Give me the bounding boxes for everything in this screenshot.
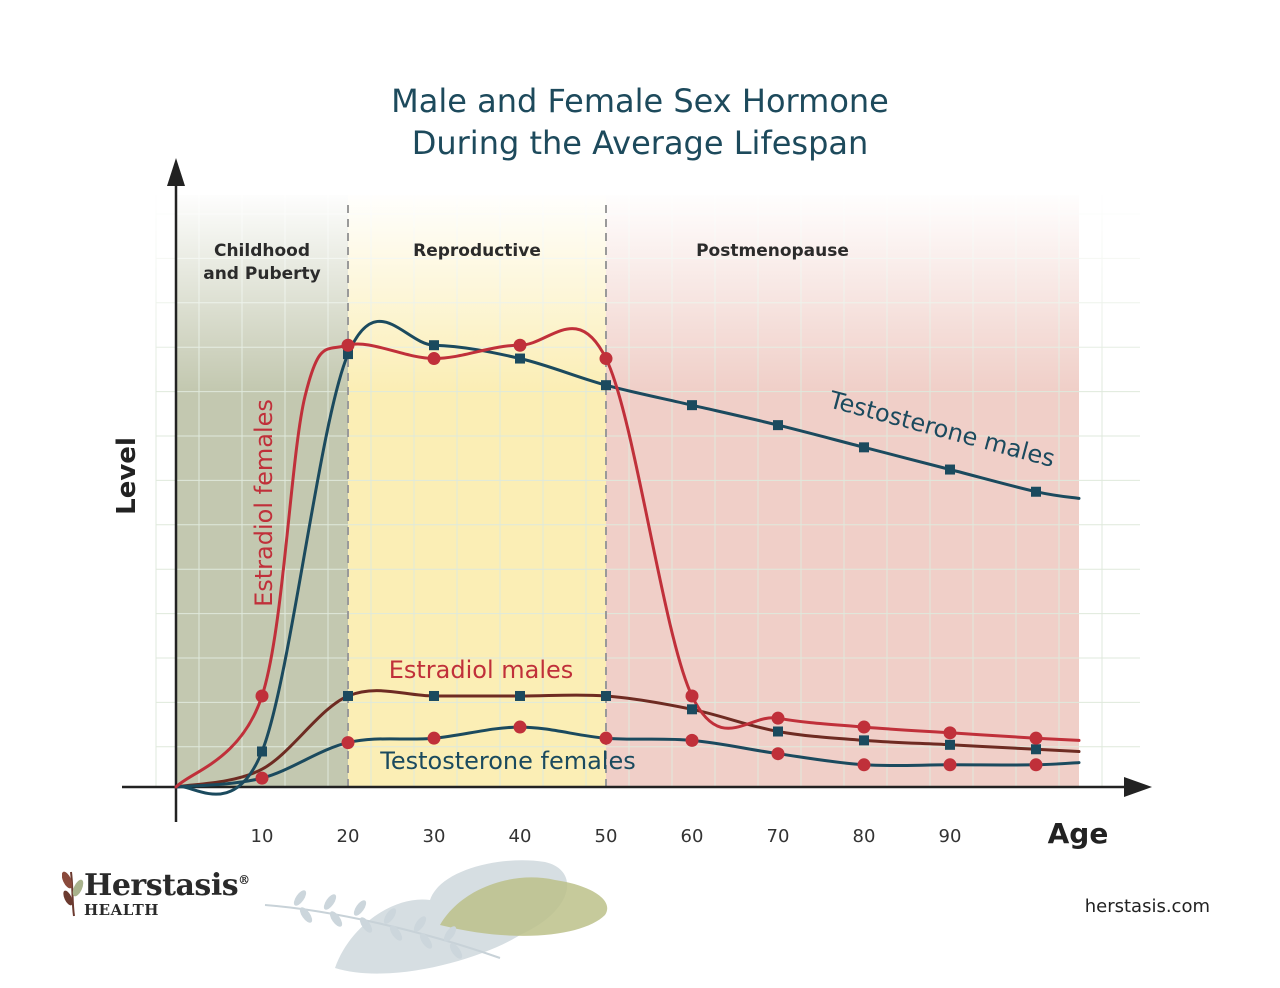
testosterone-females-point <box>771 747 785 761</box>
testosterone-males-point <box>257 746 267 757</box>
testosterone-males-point <box>773 420 783 431</box>
estradiol-males-point <box>859 735 869 746</box>
estradiol-females-point <box>513 338 527 352</box>
chart-title-line-1: Male and Female Sex Hormone <box>391 82 889 120</box>
estradiol-males-point <box>773 726 783 737</box>
testosterone-males-point <box>687 400 697 411</box>
top-fade <box>150 190 1145 390</box>
sprig-leaf <box>293 890 307 906</box>
estradiol-females-point <box>943 726 957 740</box>
sprig-leaf <box>383 908 397 924</box>
testosterone-males-point <box>515 353 525 364</box>
testosterone-females-point <box>599 731 613 745</box>
testosterone-females-point <box>427 731 441 745</box>
x-tick-label: 10 <box>251 826 274 847</box>
phase-label-1: Childhood <box>214 241 310 261</box>
phase-label-1-line-2: and Puberty <box>203 264 321 284</box>
testosterone-males-point <box>601 380 611 391</box>
testosterone-females-point <box>1029 758 1043 772</box>
registered-mark: ® <box>238 873 250 887</box>
brand-sub: HEALTH <box>84 901 159 919</box>
chart-title-line-2: During the Average Lifespan <box>411 124 869 162</box>
sprig-leaf <box>443 926 457 942</box>
phase-label-3: Postmenopause <box>696 241 849 261</box>
estradiol-females-label: Estradiol females <box>250 399 278 607</box>
testosterone-males-point <box>429 340 439 351</box>
sprig-leaf <box>299 907 313 923</box>
x-axis-label: Age <box>1048 817 1109 850</box>
decorative-leaves <box>264 860 608 974</box>
testosterone-females-point <box>943 758 957 772</box>
sprig-leaf <box>449 943 463 959</box>
sprig-leaf <box>323 894 337 910</box>
testosterone-females-point <box>341 736 355 750</box>
x-tick-label: 50 <box>595 826 618 847</box>
estradiol-males-point <box>343 690 353 701</box>
y-axis-arrow-icon <box>167 158 185 186</box>
phase-label-2: Reproductive <box>413 241 541 261</box>
estradiol-males-point <box>601 690 611 701</box>
leaf-icon <box>62 871 84 917</box>
estradiol-females-point <box>255 689 269 703</box>
estradiol-males-point <box>1031 744 1041 755</box>
brand-logo: Herstasis® HEALTH <box>62 864 250 918</box>
testosterone-females-label: Testosterone females <box>379 747 636 775</box>
estradiol-males-point <box>687 704 697 715</box>
estradiol-males-label: Estradiol males <box>389 656 574 684</box>
testosterone-females-point <box>857 758 871 772</box>
y-axis-label: Level <box>112 437 142 515</box>
x-tick-label: 60 <box>681 826 704 847</box>
testosterone-females-point <box>685 733 699 747</box>
x-tick-label: 30 <box>423 826 446 847</box>
estradiol-females-point <box>771 711 785 725</box>
estradiol-females-point <box>685 689 699 703</box>
estradiol-females-line <box>174 327 1081 789</box>
estradiol-females-point <box>341 338 355 352</box>
testosterone-males-point <box>343 349 353 360</box>
x-tick-label: 70 <box>767 826 790 847</box>
x-tick-label: 20 <box>337 826 360 847</box>
x-axis-arrow-icon <box>1124 777 1152 797</box>
testosterone-males-point <box>859 442 869 453</box>
sprig-leaf <box>329 911 343 927</box>
x-tick-label: 80 <box>853 826 876 847</box>
testosterone-females-point <box>513 720 527 734</box>
estradiol-females-point <box>427 352 441 366</box>
sprig-leaf <box>359 917 373 933</box>
estradiol-females-point <box>599 352 613 366</box>
testosterone-males-line <box>174 319 1081 796</box>
axes <box>122 158 1152 822</box>
sprig-leaf <box>353 900 367 916</box>
estradiol-males-point <box>429 690 439 701</box>
sprig-leaf <box>419 933 433 949</box>
testosterone-males-point <box>1031 486 1041 497</box>
website-link[interactable]: herstasis.com <box>1084 896 1210 917</box>
sprig-leaf <box>413 916 427 932</box>
leaf-shape <box>440 877 608 936</box>
x-tick-label: 90 <box>939 826 962 847</box>
testosterone-males-point <box>945 464 955 475</box>
sprig-leaf <box>389 925 403 941</box>
chart-title: Male and Female Sex Hormone During the A… <box>0 80 1280 164</box>
brand-name: Herstasis <box>84 868 239 903</box>
estradiol-males-point <box>515 690 525 701</box>
estradiol-females-point <box>1029 731 1043 745</box>
estradiol-females-point <box>857 720 871 734</box>
sprig-stem <box>264 904 501 959</box>
x-tick-label: 40 <box>509 826 532 847</box>
testosterone-females-point <box>255 771 269 785</box>
estradiol-males-point <box>945 739 955 750</box>
